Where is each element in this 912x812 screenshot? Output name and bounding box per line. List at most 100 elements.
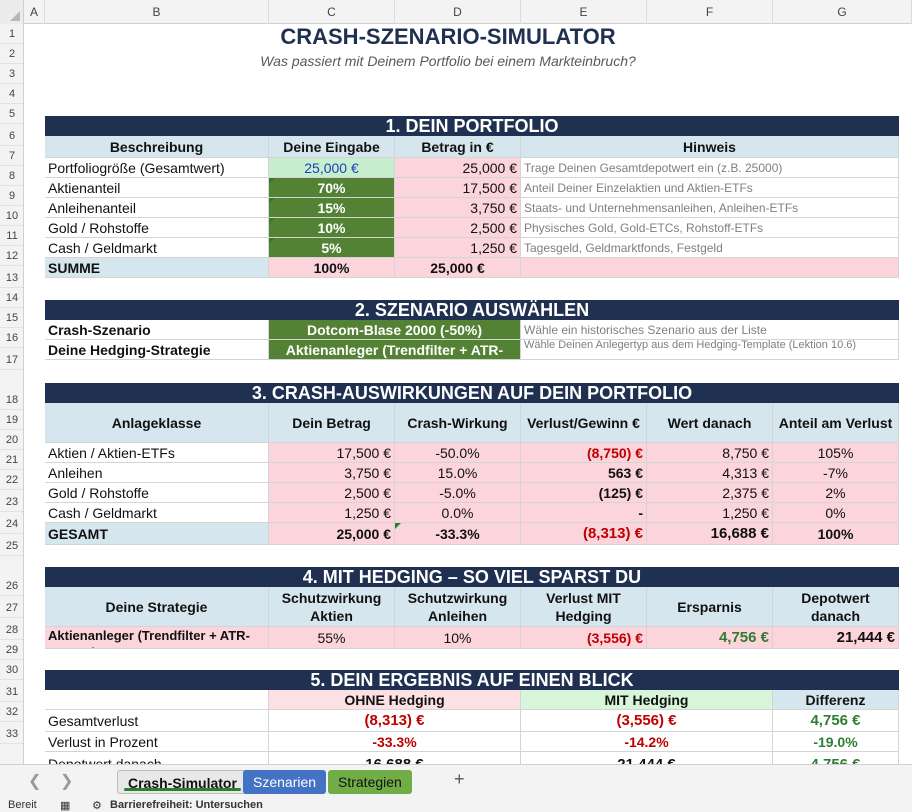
gold-share-input[interactable]: 10% xyxy=(269,218,395,238)
s3-row-share[interactable]: -7% xyxy=(773,463,899,483)
s3-total-share[interactable]: 100% xyxy=(773,523,899,545)
s3-row-class[interactable]: Cash / Geldmarkt xyxy=(45,503,269,523)
s1-row-amount[interactable]: 25,000 € xyxy=(395,158,521,178)
scenario-hint[interactable]: Wähle ein historisches Szenario aus der … xyxy=(521,320,899,340)
s3-total-class[interactable]: GESAMT xyxy=(45,523,269,545)
column-header-c[interactable]: C xyxy=(269,0,395,24)
s1-row-label[interactable]: Cash / Geldmarkt xyxy=(45,238,269,258)
stock-share-input[interactable]: 70% xyxy=(269,178,395,198)
row-header[interactable]: 28 xyxy=(0,618,23,640)
s3-row-amount[interactable]: 17,500 € xyxy=(269,443,395,463)
row-header[interactable]: 9 xyxy=(0,186,23,206)
s3-row-pl[interactable]: (8,750) € xyxy=(521,443,647,463)
row-header[interactable]: 20 xyxy=(0,430,23,450)
row-header[interactable]: 16 xyxy=(0,328,23,348)
row-header[interactable]: 33 xyxy=(0,722,23,744)
s5-row-label[interactable]: Gesamtverlust xyxy=(45,710,269,732)
s5-row-with[interactable]: -14.2% xyxy=(521,732,773,752)
hedge-strategy-select[interactable]: Aktienanleger (Trendfilter + ATR- xyxy=(269,340,521,360)
s5-row-diff[interactable]: 4,756 € xyxy=(773,752,899,764)
row-header[interactable]: 7 xyxy=(0,146,23,166)
s5-row-label[interactable]: Verlust in Prozent xyxy=(45,732,269,752)
accessibility-icon[interactable]: ⚙ xyxy=(92,800,102,812)
s5-row-with[interactable]: (3,556) € xyxy=(521,710,773,732)
s3-row-amount[interactable]: 3,750 € xyxy=(269,463,395,483)
s5-row-without[interactable]: 16,688 € xyxy=(269,752,521,764)
row-header[interactable]: 6 xyxy=(0,124,23,146)
s3-row-pl[interactable]: (125) € xyxy=(521,483,647,503)
row-header[interactable]: 17 xyxy=(0,348,23,370)
s1-sum-amount[interactable]: 25,000 € xyxy=(395,258,521,278)
s3-row-after[interactable]: 4,313 € xyxy=(647,463,773,483)
s1-row-amount[interactable]: 17,500 € xyxy=(395,178,521,198)
row-header[interactable]: 30 xyxy=(0,660,23,680)
row-header[interactable]: 11 xyxy=(0,226,23,246)
row-header[interactable]: 3 xyxy=(0,64,23,84)
s1-row-amount[interactable]: 2,500 € xyxy=(395,218,521,238)
s1-sum-label[interactable]: SUMME xyxy=(45,258,269,278)
s5-row-without[interactable]: (8,313) € xyxy=(269,710,521,732)
s3-row-pl[interactable]: - xyxy=(521,503,647,523)
row-header[interactable]: 21 xyxy=(0,450,23,470)
row-header[interactable]: 14 xyxy=(0,288,23,308)
scenario-select[interactable]: Dotcom-Blase 2000 (-50%) xyxy=(269,320,521,340)
row-header[interactable]: 1 xyxy=(0,24,23,44)
s1-sum-hint[interactable] xyxy=(521,258,899,278)
row-header[interactable]: 29 xyxy=(0,640,23,660)
select-all-corner[interactable] xyxy=(0,0,24,24)
s3-row-effect[interactable]: -5.0% xyxy=(395,483,521,503)
row-header[interactable]: 26 xyxy=(0,556,23,596)
s4-prot-stocks[interactable]: 55% xyxy=(269,627,395,649)
s1-row-hint[interactable]: Staats- und Unternehmensanleihen, Anleih… xyxy=(521,198,899,218)
s4-value[interactable]: 21,444 € xyxy=(773,627,899,649)
tab-szenarien[interactable]: Szenarien xyxy=(243,770,327,794)
row-header[interactable]: 2 xyxy=(0,44,23,64)
row-header[interactable]: 4 xyxy=(0,84,23,104)
spreadsheet-grid[interactable]: 1. DEIN PORTFOLIO Beschreibung Deine Ein… xyxy=(24,24,912,764)
s5-row-label[interactable]: Depotwert danach xyxy=(45,752,269,764)
row-header[interactable]: 12 xyxy=(0,246,23,266)
s3-total-pl[interactable]: (8,313) € xyxy=(521,523,647,545)
s3-row-after[interactable]: 8,750 € xyxy=(647,443,773,463)
row-header[interactable]: 27 xyxy=(0,596,23,618)
s1-row-hint[interactable]: Trage Deinen Gesamtdepotwert ein (z.B. 2… xyxy=(521,158,899,178)
column-header-b[interactable]: B xyxy=(45,0,269,24)
bond-share-input[interactable]: 15% xyxy=(269,198,395,218)
column-header-a[interactable]: A xyxy=(24,0,45,24)
s1-row-hint[interactable]: Tagesgeld, Geldmarktfonds, Festgeld xyxy=(521,238,899,258)
row-header[interactable]: 8 xyxy=(0,166,23,186)
s1-row-label[interactable]: Gold / Rohstoffe xyxy=(45,218,269,238)
scenario-label[interactable]: Crash-Szenario xyxy=(45,320,269,340)
row-header[interactable]: 23 xyxy=(0,490,23,512)
cash-share-input[interactable]: 5% xyxy=(269,238,395,258)
s5-row-with[interactable]: 21,444 € xyxy=(521,752,773,764)
s3-row-share[interactable]: 105% xyxy=(773,443,899,463)
column-header-e[interactable]: E xyxy=(521,0,647,24)
s1-row-label[interactable]: Anleihenanteil xyxy=(45,198,269,218)
column-header-d[interactable]: D xyxy=(395,0,521,24)
s1-row-label[interactable]: Aktienanteil xyxy=(45,178,269,198)
s3-row-class[interactable]: Anleihen xyxy=(45,463,269,483)
s3-row-after[interactable]: 2,375 € xyxy=(647,483,773,503)
s3-row-share[interactable]: 2% xyxy=(773,483,899,503)
s5-row-diff[interactable]: -19.0% xyxy=(773,732,899,752)
s4-strategy[interactable]: Aktienanleger (Trendfilter + ATR-Stopps) xyxy=(45,627,269,649)
s1-row-label[interactable]: Portfoliogröße (Gesamtwert) xyxy=(45,158,269,178)
s3-row-amount[interactable]: 1,250 € xyxy=(269,503,395,523)
row-header[interactable]: 24 xyxy=(0,512,23,534)
column-header-f[interactable]: F xyxy=(647,0,773,24)
s3-row-effect[interactable]: 15.0% xyxy=(395,463,521,483)
s3-row-class[interactable]: Gold / Rohstoffe xyxy=(45,483,269,503)
s3-row-effect[interactable]: 0.0% xyxy=(395,503,521,523)
s3-row-amount[interactable]: 2,500 € xyxy=(269,483,395,503)
portfolio-size-input[interactable]: 25,000 € xyxy=(269,158,395,178)
s3-row-effect[interactable]: -50.0% xyxy=(395,443,521,463)
s1-row-amount[interactable]: 1,250 € xyxy=(395,238,521,258)
row-header[interactable]: 25 xyxy=(0,534,23,556)
s3-row-pl[interactable]: 563 € xyxy=(521,463,647,483)
sheet-stats-icon[interactable]: ▦ xyxy=(60,800,71,812)
tab-strategien[interactable]: Strategien xyxy=(328,770,412,794)
s5-row-diff[interactable]: 4,756 € xyxy=(773,710,899,732)
s4-prot-bonds[interactable]: 10% xyxy=(395,627,521,649)
row-header[interactable]: 5 xyxy=(0,104,23,124)
